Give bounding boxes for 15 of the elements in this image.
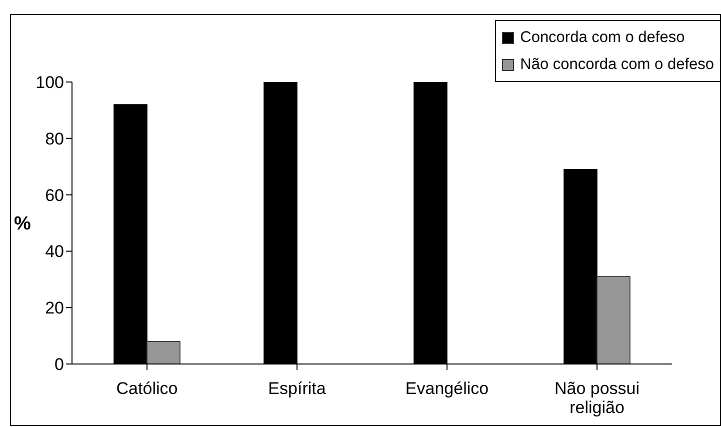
bar [146, 341, 180, 364]
x-tick-label: Evangélico [405, 379, 489, 398]
bar [596, 276, 630, 364]
legend-label: Concorda com o defeso [520, 28, 685, 46]
legend-label: Não concorda com o defeso [520, 56, 714, 74]
y-tick-label: 40 [45, 242, 64, 262]
y-tick-label: 60 [45, 186, 64, 205]
x-tick-label: Espírita [268, 379, 326, 398]
x-tick-label: Católico [116, 379, 178, 398]
y-tick-label: 80 [45, 129, 64, 148]
y-tick-label: 20 [45, 298, 64, 318]
y-tick-label: 0 [54, 355, 64, 374]
y-axis-title: % [14, 214, 31, 235]
y-tick-label: 100 [36, 73, 64, 92]
x-tick-label: Não possui religião [554, 379, 640, 417]
